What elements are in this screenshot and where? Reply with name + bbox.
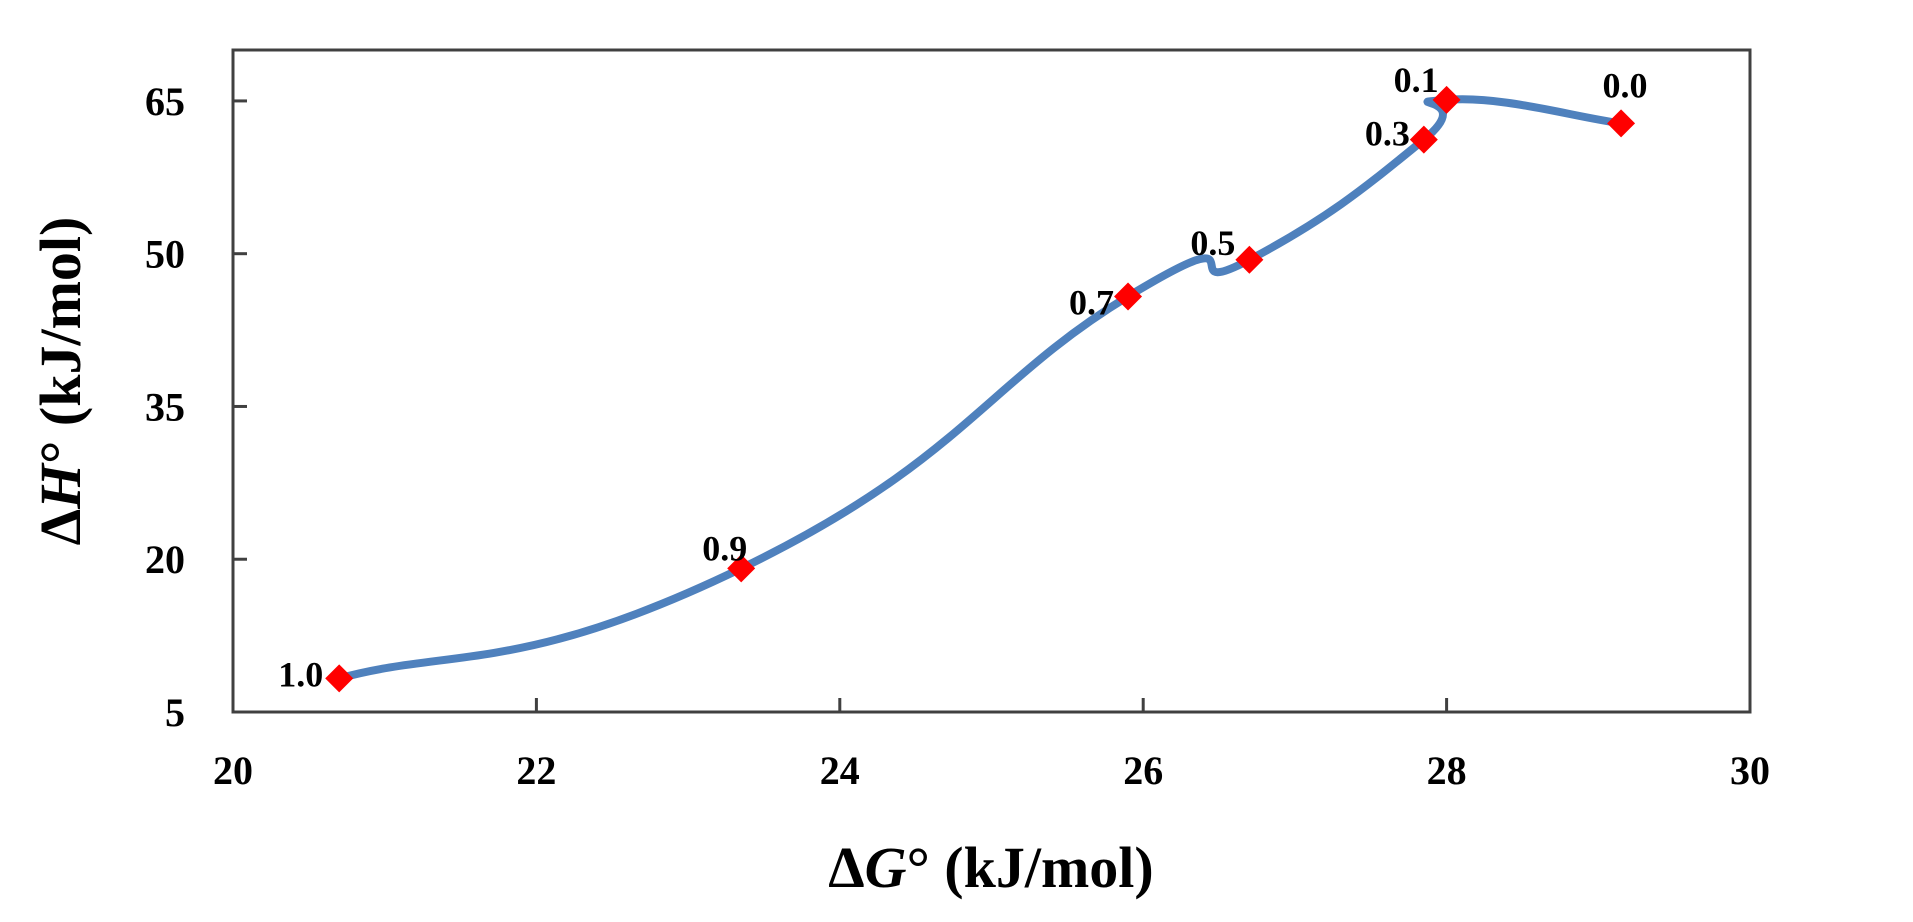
data-point-marker bbox=[727, 554, 756, 583]
data-point-label: 0.7 bbox=[1069, 282, 1114, 322]
y-tick-label: 65 bbox=[145, 79, 185, 124]
data-point-marker bbox=[1607, 109, 1636, 138]
data-point-label: 0.9 bbox=[702, 528, 747, 568]
x-tick-label: 24 bbox=[820, 748, 860, 793]
series-line bbox=[335, 95, 1626, 683]
data-point-marker bbox=[1114, 282, 1143, 311]
data-point-label: 0.3 bbox=[1365, 114, 1410, 154]
y-ticks: 5 20 35 50 65 bbox=[145, 79, 247, 735]
y-tick-label: 20 bbox=[145, 537, 185, 582]
point-labels: 1.0 0.9 0.7 0.5 0.3 0.1 0.0 bbox=[278, 60, 1647, 694]
data-point-marker bbox=[325, 664, 354, 693]
data-point-marker bbox=[1235, 245, 1264, 274]
x-tick-label: 26 bbox=[1123, 748, 1163, 793]
y-tick-label: 35 bbox=[145, 384, 185, 429]
markers bbox=[325, 85, 1636, 693]
x-tick-label: 22 bbox=[516, 748, 556, 793]
data-point-marker bbox=[1409, 125, 1438, 154]
data-point-label: 0.0 bbox=[1603, 65, 1648, 105]
y-axis-title: ΔH° (kJ/mol) bbox=[28, 217, 93, 546]
y-tick-label: 5 bbox=[165, 690, 185, 735]
x-tick-label: 30 bbox=[1730, 748, 1770, 793]
data-point-label: 0.1 bbox=[1394, 60, 1439, 100]
x-ticks: 20 22 24 26 28 30 bbox=[213, 698, 1770, 793]
x-tick-label: 28 bbox=[1427, 748, 1467, 793]
x-tick-label: 20 bbox=[213, 748, 253, 793]
x-axis-title: ΔG° (kJ/mol) bbox=[828, 835, 1153, 900]
y-tick-label: 50 bbox=[145, 232, 185, 277]
data-point-marker bbox=[1432, 85, 1461, 114]
data-point-label: 1.0 bbox=[278, 654, 323, 694]
plot-area bbox=[231, 48, 1752, 714]
data-point-label: 0.5 bbox=[1190, 223, 1235, 263]
